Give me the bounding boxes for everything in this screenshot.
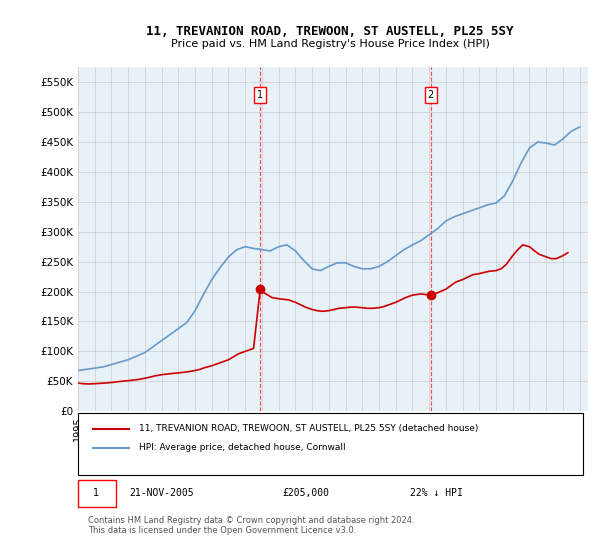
Text: 11, TREVANION ROAD, TREWOON, ST AUSTELL, PL25 5SY (detached house): 11, TREVANION ROAD, TREWOON, ST AUSTELL,… — [139, 424, 479, 433]
Text: HPI: Average price, detached house, Cornwall: HPI: Average price, detached house, Corn… — [139, 444, 346, 452]
Text: 2: 2 — [428, 90, 434, 100]
Text: 21-NOV-2005: 21-NOV-2005 — [129, 488, 194, 498]
Text: Contains HM Land Registry data © Crown copyright and database right 2024.
This d: Contains HM Land Registry data © Crown c… — [88, 516, 415, 535]
Text: £205,000: £205,000 — [282, 488, 329, 498]
Text: 11, TREVANION ROAD, TREWOON, ST AUSTELL, PL25 5SY: 11, TREVANION ROAD, TREWOON, ST AUSTELL,… — [146, 25, 514, 38]
FancyBboxPatch shape — [78, 479, 116, 507]
FancyBboxPatch shape — [78, 413, 583, 475]
Text: 22% ↓ HPI: 22% ↓ HPI — [409, 488, 463, 498]
Text: 1: 1 — [257, 90, 263, 100]
Text: 1: 1 — [93, 488, 99, 498]
Text: Price paid vs. HM Land Registry's House Price Index (HPI): Price paid vs. HM Land Registry's House … — [170, 39, 490, 49]
